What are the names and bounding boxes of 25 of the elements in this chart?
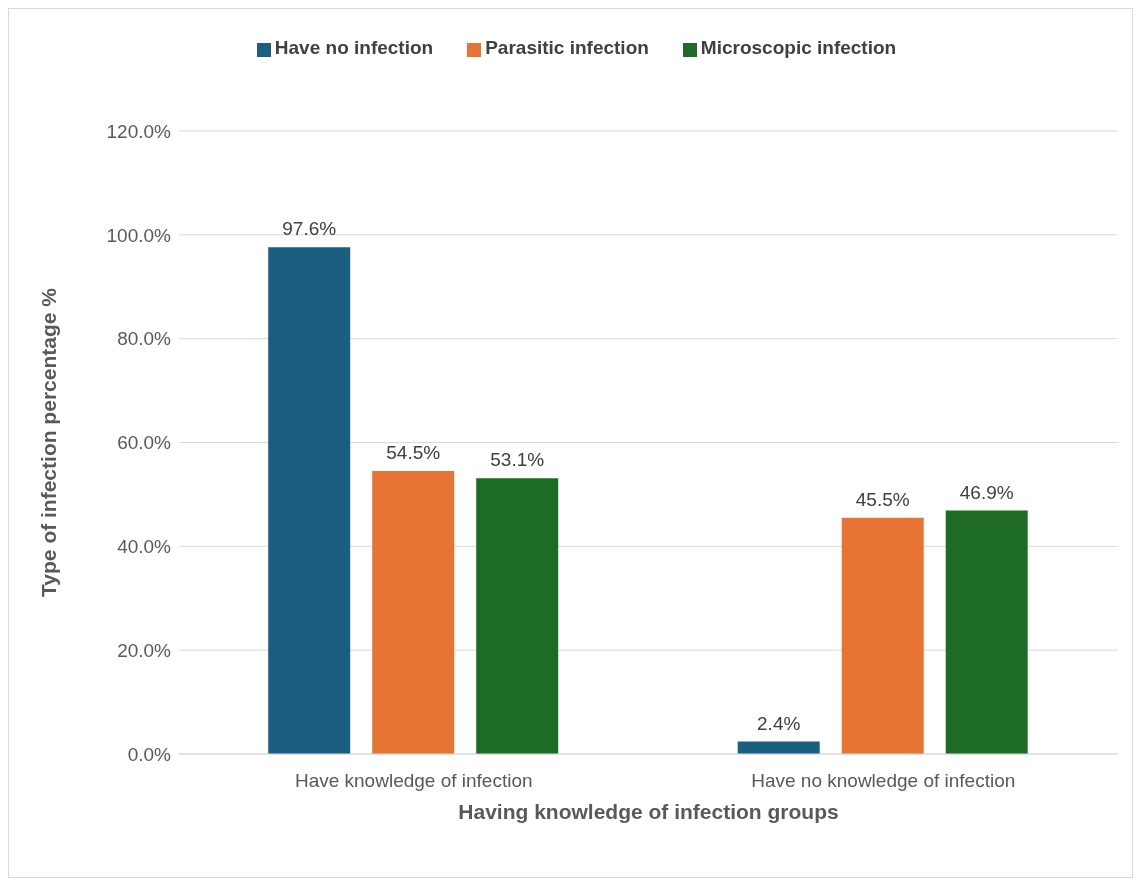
- data-label: 46.9%: [959, 481, 1014, 503]
- y-tick-label: 80.0%: [117, 328, 172, 350]
- y-axis-title: Type of infection percentage %: [37, 287, 61, 597]
- legend-label: Parasitic infection: [485, 37, 649, 58]
- bar: [945, 510, 1028, 754]
- y-tick-label: 20.0%: [117, 639, 172, 661]
- data-label: 53.1%: [490, 449, 545, 471]
- y-tick-label: 0.0%: [127, 743, 172, 765]
- legend-label: Have no infection: [274, 37, 434, 58]
- data-label: 45.5%: [855, 488, 910, 510]
- y-tick-label: 40.0%: [117, 536, 172, 558]
- legend-label: Microscopic infection: [700, 37, 897, 58]
- data-label: 54.5%: [386, 442, 441, 464]
- bar: [372, 471, 455, 754]
- data-label: 97.6%: [282, 218, 337, 240]
- data-label: 2.4%: [757, 712, 801, 734]
- x-tick-label: Have no knowledge of infection: [751, 770, 1016, 792]
- y-tick-label: 120.0%: [106, 120, 172, 142]
- y-tick-label: 100.0%: [106, 224, 172, 246]
- bar: [476, 478, 559, 754]
- x-tick-label: Have knowledge of infection: [294, 770, 533, 792]
- y-tick-label: 60.0%: [117, 432, 172, 454]
- x-axis-title: Having knowledge of infection groups: [458, 800, 839, 823]
- bar: [841, 517, 924, 754]
- bar: [268, 247, 351, 754]
